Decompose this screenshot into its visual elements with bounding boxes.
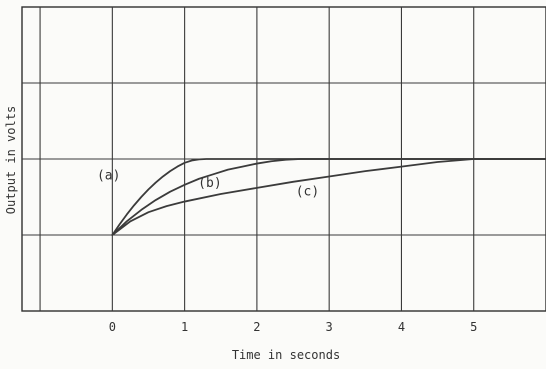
curve-a [111, 158, 546, 236]
curve-b [111, 158, 546, 236]
x-tick-label: 2 [253, 320, 260, 334]
curve-label-a: (a) [97, 169, 120, 184]
curve-label-b: (b) [198, 176, 221, 191]
x-tick-label: 5 [470, 320, 477, 334]
x-tick-label: 1 [181, 320, 188, 334]
y-axis-label: Output in volts [4, 106, 18, 214]
x-axis-label: Time in seconds [232, 348, 340, 362]
curve-c [111, 158, 546, 236]
x-tick-label: 4 [398, 320, 405, 334]
x-tick-label: 3 [326, 320, 333, 334]
curve-layer [111, 158, 546, 236]
axis-layer: Time in seconds Output in volts [4, 106, 340, 362]
curve-label-c: (c) [296, 184, 319, 199]
label-layer: (a) (b) (c) 0 1 2 3 4 5 [97, 169, 477, 334]
x-tick-label: 0 [109, 320, 116, 334]
